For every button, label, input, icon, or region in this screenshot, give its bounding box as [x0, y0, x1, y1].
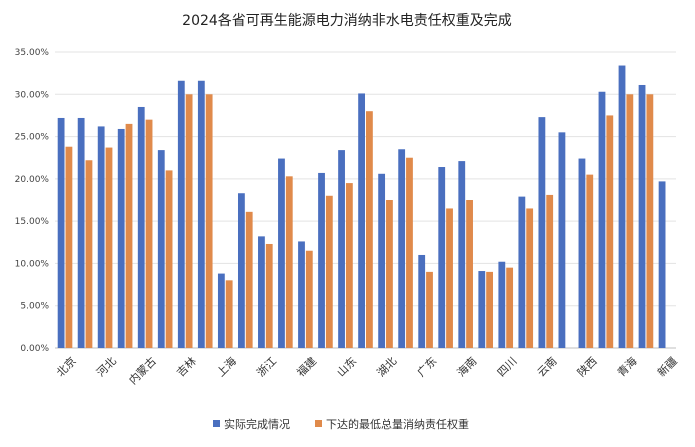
y-tick-label: 15.00%	[15, 217, 50, 227]
bar-target-云南	[546, 194, 554, 348]
bar-actual-四川	[498, 261, 506, 348]
bar-target-山东	[345, 183, 353, 348]
bar-target-吉林	[185, 94, 193, 349]
bar-actual-福建	[298, 241, 305, 348]
bars	[57, 65, 666, 349]
bar-actual-重庆	[478, 271, 486, 348]
bar-target-重庆	[486, 271, 494, 348]
bar-actual-新疆	[658, 181, 666, 348]
bar-target-福建	[305, 250, 313, 348]
bar-actual-内蒙古	[137, 106, 145, 348]
x-tick-label: 河北	[94, 355, 119, 380]
bar-target-广西	[446, 208, 453, 348]
bar-actual-上海	[217, 273, 225, 348]
bar-actual-黑龙江	[197, 80, 205, 349]
y-tick-label: 30.00%	[15, 90, 50, 100]
bar-target-江西	[325, 195, 333, 348]
y-tick-label: 35.00%	[15, 48, 50, 58]
bar-target-浙江	[265, 243, 273, 348]
x-tick-label: 新疆	[654, 354, 679, 379]
x-tick-label: 吉林	[174, 354, 199, 379]
bar-actual-河南	[358, 93, 365, 348]
bar-target-辽宁	[165, 170, 173, 348]
chart-title: 2024各省可再生能源电力消纳非水电责任权重及完成	[182, 13, 512, 29]
legend-label: 下达的最低总量消纳责任权重	[326, 417, 469, 431]
bar-target-陕西	[586, 174, 594, 348]
bar-actual-浙江	[258, 236, 265, 348]
bar-target-宁夏	[646, 94, 654, 349]
y-tick-label: 5.00%	[20, 302, 49, 312]
bar-target-湖南	[406, 157, 413, 348]
bar-actual-西藏	[558, 132, 566, 348]
bar-actual-贵州	[518, 196, 526, 348]
bar-target-河北	[105, 147, 113, 348]
legend: 实际完成情况 下达的最低总量消纳责任权重	[213, 417, 469, 431]
bar-actual-江西	[318, 172, 325, 348]
bar-target-贵州	[526, 208, 534, 348]
bar-actual-天津	[77, 117, 85, 348]
bar-target-上海	[225, 280, 233, 348]
bar-actual-湖北	[378, 173, 386, 348]
y-tick-label: 10.00%	[15, 259, 50, 269]
bar-target-河南	[366, 111, 373, 348]
bar-actual-辽宁	[157, 150, 165, 348]
x-tick-label: 海南	[454, 354, 479, 379]
bar-target-黑龙江	[205, 94, 213, 349]
bar-actual-湖南	[398, 149, 406, 348]
x-tick-label: 上海	[214, 354, 239, 379]
bar-actual-青海	[618, 65, 626, 348]
bar-actual-山东	[338, 150, 345, 348]
x-tick-label: 青海	[614, 354, 639, 379]
bar-actual-海南	[458, 161, 466, 348]
bar-target-天津	[85, 160, 93, 348]
bar-actual-广西	[438, 167, 446, 348]
bar-actual-陕西	[578, 158, 586, 348]
bar-actual-吉林	[177, 80, 185, 349]
x-tick-label: 广东	[415, 355, 440, 380]
bar-actual-山西	[117, 128, 125, 348]
x-tick-label: 陕西	[574, 354, 599, 379]
bar-actual-北京	[57, 117, 65, 348]
x-tick-label: 四川	[495, 355, 520, 380]
bar-target-山西	[125, 123, 133, 348]
y-tick-label: 0.00%	[20, 344, 49, 354]
y-axis: 0.00% 5.00% 10.00% 15.00% 20.00% 25.00% 30.00%…	[15, 48, 50, 354]
x-tick-label: 北京	[53, 354, 78, 379]
bar-target-广东	[426, 271, 433, 348]
bar-actual-安徽	[278, 158, 285, 348]
x-tick-label: 湖北	[375, 355, 400, 380]
bar-target-湖北	[386, 200, 393, 348]
bar-actual-云南	[538, 117, 546, 349]
bar-target-甘肃	[606, 115, 614, 348]
bar-target-四川	[506, 267, 514, 348]
legend-swatch	[315, 420, 322, 427]
x-tick-label: 福建	[294, 354, 319, 379]
y-tick-label: 20.00%	[15, 175, 50, 185]
bar-target-青海	[626, 94, 634, 349]
bar-target-安徽	[285, 176, 293, 348]
bar-actual-广东	[418, 254, 426, 348]
x-tick-label: 山东	[334, 355, 359, 380]
bar-target-内蒙古	[145, 119, 153, 349]
x-tick-label: 浙江	[254, 355, 279, 380]
x-tick-label: 云南	[535, 355, 560, 380]
bar-target-海南	[466, 200, 473, 348]
legend-label: 实际完成情况	[224, 417, 290, 431]
bar-actual-江苏	[237, 193, 245, 348]
bar-target-江苏	[245, 211, 253, 348]
bar-target-北京	[65, 146, 73, 348]
x-axis: 北京 河北 内蒙古 吉林 上海 浙江 福建 山东 湖北 广东 海南 四川 云南 陕西 青海 新疆	[53, 354, 679, 387]
bar-actual-甘肃	[598, 91, 606, 349]
y-tick-label: 25.00%	[15, 133, 50, 143]
legend-swatch	[213, 420, 220, 427]
bar-actual-河北	[97, 126, 105, 349]
bar-actual-宁夏	[638, 84, 646, 349]
x-tick-label: 内蒙古	[126, 354, 159, 387]
